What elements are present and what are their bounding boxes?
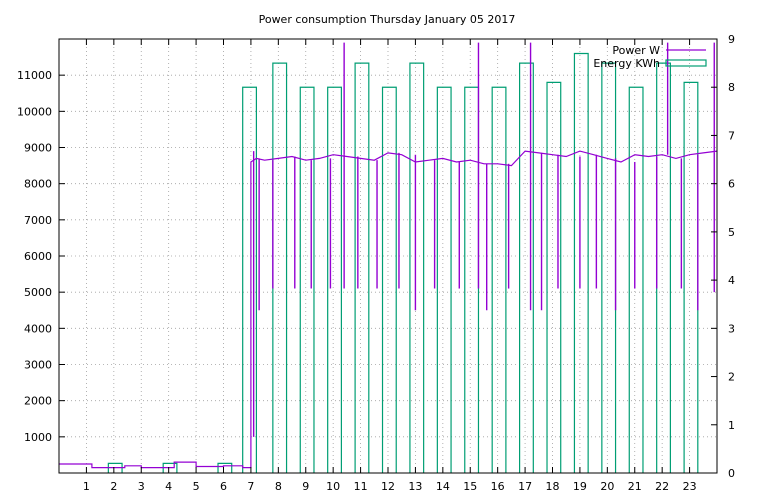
x-tick-label: 15 bbox=[463, 480, 477, 493]
y2-tick-label: 2 bbox=[728, 371, 735, 384]
energy-bar bbox=[573, 52, 589, 473]
energy-bar bbox=[409, 62, 425, 473]
y-tick-label: 7000 bbox=[24, 214, 52, 227]
energy-series bbox=[107, 52, 699, 473]
y-tick-label: 6000 bbox=[24, 250, 52, 263]
y2-tick-label: 4 bbox=[728, 274, 735, 287]
power-line bbox=[59, 150, 718, 469]
energy-bar bbox=[683, 81, 699, 473]
x-tick-label: 13 bbox=[408, 480, 422, 493]
energy-bar bbox=[491, 86, 507, 473]
energy-bar bbox=[299, 86, 315, 473]
y-tick-label: 5000 bbox=[24, 286, 52, 299]
x-tick-label: 3 bbox=[138, 480, 145, 493]
x-tick-label: 23 bbox=[683, 480, 697, 493]
energy-bar bbox=[354, 62, 370, 473]
y2-tick-label: 8 bbox=[728, 81, 735, 94]
x-tick-label: 18 bbox=[546, 480, 560, 493]
y-tick-label: 3000 bbox=[24, 359, 52, 372]
x-tick-label: 21 bbox=[628, 480, 642, 493]
energy-bar bbox=[217, 462, 233, 473]
x-tick-label: 22 bbox=[655, 480, 669, 493]
legend-swatch bbox=[665, 59, 707, 67]
x-tick-label: 10 bbox=[326, 480, 340, 493]
chart-title: Power consumption Thursday January 05 20… bbox=[259, 13, 516, 26]
energy-bar bbox=[464, 86, 480, 473]
x-tick-label: 11 bbox=[354, 480, 368, 493]
x-tick-label: 20 bbox=[600, 480, 614, 493]
y2-tick-label: 6 bbox=[728, 178, 735, 191]
y2-tick-label: 7 bbox=[728, 129, 735, 142]
x-tick-label: 12 bbox=[381, 480, 395, 493]
energy-bar bbox=[436, 86, 452, 473]
x-tick-label: 6 bbox=[220, 480, 227, 493]
x-tick-label: 8 bbox=[275, 480, 282, 493]
x-tick-label: 1 bbox=[83, 480, 90, 493]
power-series bbox=[59, 42, 718, 469]
x-tick-label: 4 bbox=[165, 480, 172, 493]
x-tick-label: 19 bbox=[573, 480, 587, 493]
x-tick-label: 9 bbox=[302, 480, 309, 493]
energy-bar bbox=[519, 62, 534, 473]
x-tick-label: 2 bbox=[110, 480, 117, 493]
y-tick-label: 2000 bbox=[24, 395, 52, 408]
y2-tick-label: 1 bbox=[728, 419, 735, 432]
energy-bar bbox=[546, 81, 562, 473]
x-tick-label: 16 bbox=[491, 480, 505, 493]
x-tick-label: 17 bbox=[518, 480, 532, 493]
legend-label: Power W bbox=[612, 44, 660, 57]
y-tick-label: 4000 bbox=[24, 322, 52, 335]
y-tick-label: 10000 bbox=[17, 105, 52, 118]
energy-bar bbox=[272, 62, 288, 473]
x-tick-label: 14 bbox=[436, 480, 450, 493]
y2-tick-label: 9 bbox=[728, 33, 735, 46]
energy-bar bbox=[628, 86, 644, 473]
axis-layer: 1 2 3 4 5 6 7 8 9 10 11 12 13 14 15 16 17 18 19 20 21 22 23100… bbox=[17, 33, 735, 493]
y-tick-label: 11000 bbox=[17, 69, 52, 82]
energy-bar bbox=[327, 86, 342, 473]
energy-bar bbox=[601, 62, 617, 473]
y-tick-label: 9000 bbox=[24, 142, 52, 155]
y-tick-label: 8000 bbox=[24, 178, 52, 191]
y2-tick-label: 3 bbox=[728, 322, 735, 335]
x-tick-label: 5 bbox=[193, 480, 200, 493]
y2-tick-label: 0 bbox=[728, 467, 735, 480]
energy-bar bbox=[242, 86, 257, 473]
grid-layer bbox=[59, 39, 717, 473]
y2-tick-label: 5 bbox=[728, 226, 735, 239]
legend-label: Energy KWh bbox=[593, 57, 660, 70]
y-tick-label: 1000 bbox=[24, 431, 52, 444]
energy-bar bbox=[381, 86, 397, 473]
x-tick-label: 7 bbox=[247, 480, 254, 493]
